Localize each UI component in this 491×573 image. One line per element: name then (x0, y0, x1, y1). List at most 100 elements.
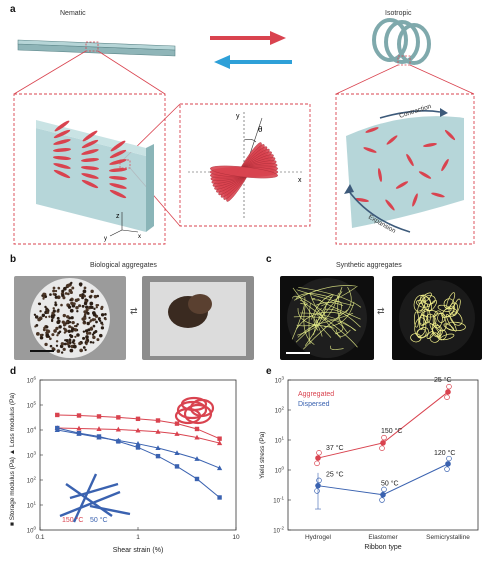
chart-d-ytick-label: 104 (27, 426, 37, 435)
ribbon-rod (81, 166, 99, 170)
chart-e-data-label: 150 °C (381, 427, 402, 435)
chart-d-point (155, 428, 161, 434)
chart-e-replicate (381, 434, 387, 441)
chart-d-point (174, 464, 180, 469)
chart-e-data-label: 25 °C (434, 376, 452, 384)
chart-e-legend-dispersed: Dispersed (298, 401, 330, 408)
panel-d-letter: d (10, 366, 17, 377)
ribbon-rod (81, 149, 99, 155)
chart-d-series (55, 425, 222, 500)
chart-e-replicate (444, 394, 450, 400)
isotropic-label: Isotropic (385, 10, 412, 17)
chart-d-ytick-label: 105 (27, 401, 37, 410)
chart-e-replicate (444, 466, 450, 472)
chart-e-data-label: 120 °C (434, 449, 455, 457)
chart-d-point (174, 421, 180, 426)
isotropic-rod (385, 199, 395, 211)
chart-e-ytick-label: 10-2 (273, 526, 284, 535)
chart-d-ytick-label: 102 (27, 476, 37, 485)
ribbon-rod (81, 179, 99, 189)
isotropic-rod (441, 158, 449, 172)
expansion-arrow (347, 189, 411, 233)
exchange-arrows-c: ⇄ (377, 306, 385, 316)
chart-e-replicate (316, 477, 322, 484)
chart-e-replicate (379, 445, 385, 451)
ribbon-rod (53, 148, 71, 152)
chart-d-point (194, 434, 200, 440)
chart-d-point (115, 426, 121, 432)
chart-d-point (135, 416, 141, 422)
box1-axis-z: z (116, 213, 120, 220)
isotropic-rods (355, 127, 456, 211)
box1-axis-x: x (138, 234, 141, 240)
chart-e-series-line (317, 463, 449, 496)
box1-axes (109, 212, 139, 237)
bundle-rod (209, 165, 279, 179)
isotropic-rod (365, 127, 379, 133)
isotropic-coil (372, 18, 431, 66)
isotropic-rod (423, 143, 437, 147)
chart-e-ytick-label: 10-1 (273, 496, 284, 505)
panel-c-letter: c (266, 254, 272, 265)
chart-d-point (96, 434, 102, 439)
synthetic-dispersed-photo (280, 276, 374, 360)
chart-d-point (116, 415, 121, 420)
bundle-theta: θ (258, 125, 263, 134)
chart-d-ytick-label: 100 (27, 526, 37, 535)
isotropic-rod (418, 171, 432, 179)
chart-e-data-label: 25 °C (326, 471, 344, 479)
isotropic-rod (431, 192, 445, 198)
chart-d-ytick-label: 101 (27, 501, 37, 510)
chart-d-point (135, 427, 141, 433)
isotropic-rod (378, 168, 382, 182)
synthetic-aggregated-photo (392, 276, 482, 360)
chart-e-replicate (379, 497, 385, 503)
ribbon-rod (110, 140, 126, 152)
chart-d-point (155, 453, 161, 459)
chart-e-ytick-label: 100 (275, 466, 285, 475)
isotropic-rod (363, 147, 377, 153)
isotropic-rod (412, 193, 418, 207)
chart-d-point (216, 440, 223, 446)
box1-axis-y: y (104, 236, 107, 242)
nematic-label: Nematic (60, 10, 86, 17)
ribbon-rod (109, 168, 127, 172)
chart-d-point (96, 414, 102, 419)
ribbon-rod (109, 176, 127, 180)
chart-d-xlabel: Shear strain (%) (113, 547, 164, 554)
ribbon-rod (109, 183, 127, 189)
panel-a-letter: a (10, 4, 16, 15)
chart-d-series (55, 412, 222, 441)
panel-b-letter: b (10, 254, 17, 265)
chart-e-replicate (446, 455, 452, 462)
chart-e-point (445, 461, 451, 467)
chart-d-point (217, 495, 222, 500)
chart-e-category-label: Elastomer (368, 534, 398, 541)
chart-e-frame (287, 379, 479, 531)
chart-e-ytick-label: 102 (275, 406, 285, 415)
panel-c-title: Synthetic aggregates (336, 262, 402, 269)
isotropic-rod (406, 153, 414, 167)
ribbon-rod (54, 120, 70, 132)
chart-d-point (55, 412, 60, 418)
panel-a: a Nematic Isotropic (0, 0, 491, 250)
chart-e-category-label: Hydrogel (305, 534, 332, 541)
ribbon-rod (109, 149, 127, 159)
contraction-arrow (379, 110, 441, 119)
panel-b-title: Biological aggregates (90, 262, 157, 269)
chart-d-point (76, 430, 82, 436)
chart-d-xtick-label: 1 (136, 534, 140, 541)
chart-e-ytick-label: 101 (275, 436, 285, 445)
chart-e-series: 37 °C 150 °C 25 °C (314, 376, 452, 467)
sticks-icon (59, 473, 131, 523)
ribbon-rods (53, 120, 127, 199)
chart-e-data-label: 37 °C (326, 444, 344, 452)
chart-d-point (155, 445, 161, 451)
chart-e-point (445, 389, 451, 395)
chart-e-replicate (381, 486, 387, 493)
chart-d: 100 101 102 103 104 105 106 0.1 1 10 Shear strain … (9, 376, 240, 555)
chart-e-replicate (316, 450, 322, 456)
chart-d-xtick-label: 10 (232, 534, 240, 541)
isotropic-rod (355, 198, 369, 202)
chart-e: 10-2 10-1 100 101 102 103 Hydrogel Elastomer Sem… (259, 376, 479, 551)
